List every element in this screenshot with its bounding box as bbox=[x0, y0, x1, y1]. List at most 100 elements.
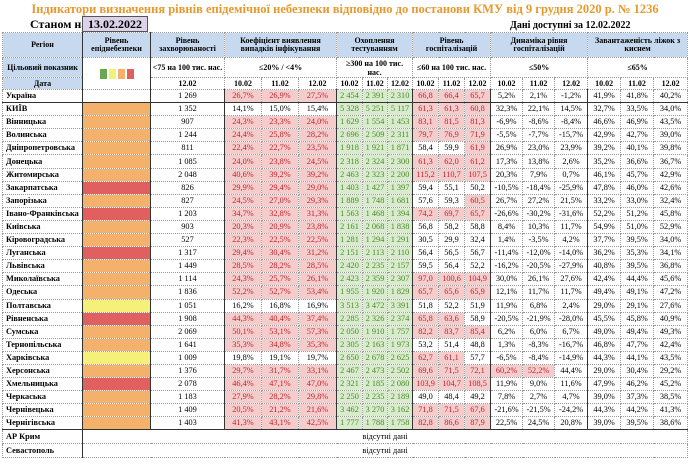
tests-value: 2 678 bbox=[362, 350, 389, 365]
hosp-value: 63,6 bbox=[438, 311, 466, 326]
dyn-value: 2,4% bbox=[554, 298, 589, 313]
tests-value: 1 281 bbox=[336, 233, 364, 248]
date-incidence: 12.02 bbox=[150, 77, 225, 90]
dyn-value: 4,7% bbox=[554, 390, 589, 405]
coef-value: 26,7% bbox=[224, 88, 262, 104]
dyn-value: 2,1% bbox=[522, 88, 556, 104]
oxy-value: 40,8% bbox=[587, 259, 622, 274]
hosp-value: 86,6 bbox=[438, 416, 466, 431]
dyn-value: -6,9% bbox=[490, 115, 524, 130]
tests-value: 1 973 bbox=[387, 337, 414, 352]
dyn-value: -21,9% bbox=[522, 311, 556, 326]
tests-value: 2 467 bbox=[336, 363, 364, 379]
oxy-value: 51,2% bbox=[620, 206, 655, 221]
coef-value: 20,9% bbox=[261, 219, 299, 235]
tests-value: 3 513 bbox=[336, 298, 364, 313]
tests-value: 2 323 bbox=[362, 167, 389, 182]
hosp-value: 82,2 bbox=[412, 324, 440, 339]
tests-value: 2 310 bbox=[387, 88, 414, 104]
incidence-value: 811 bbox=[150, 141, 225, 156]
coef-value: 28,5% bbox=[224, 259, 262, 274]
region-name: Луганська bbox=[2, 246, 83, 261]
region-name: Харківська bbox=[2, 350, 83, 365]
tests-value: 2 300 bbox=[387, 154, 414, 169]
hosp-value: 61,3 bbox=[412, 154, 440, 169]
hosp-value: 107,5 bbox=[464, 167, 492, 182]
level-swatch bbox=[108, 68, 116, 79]
oxy-value: 47,9% bbox=[587, 377, 622, 392]
tests-value: 1 629 bbox=[336, 115, 364, 130]
level-legend bbox=[82, 57, 151, 90]
dyn-value: 5,2% bbox=[490, 88, 524, 104]
dyn-value: -24,2% bbox=[554, 403, 589, 418]
hosp-value: 65,7 bbox=[412, 285, 440, 300]
region-row: Житомирська 2 048 40,6% 39,2% 39,2% 2 463 2 32… bbox=[2, 167, 689, 182]
level-indicator bbox=[82, 219, 151, 235]
date-col: 12.02 bbox=[387, 77, 414, 90]
hosp-value: 103,9 bbox=[412, 377, 440, 392]
tests-value: 1 910 bbox=[362, 324, 389, 339]
region-name: Севастополь bbox=[2, 443, 83, 459]
region-name: Чернігівська bbox=[2, 416, 83, 431]
dyn-value: -16,7% bbox=[554, 337, 589, 352]
hosp-value: 50,2 bbox=[464, 180, 492, 195]
region-row: Одеська 1 836 52,2% 52,7% 53,4% 1 955 1 920 1 8… bbox=[2, 285, 689, 300]
tests-value: 2 068 bbox=[362, 219, 389, 235]
dyn-value: 6,0% bbox=[522, 324, 556, 339]
dyn-value: 20,3% bbox=[490, 167, 524, 182]
hosp-value: 104,7 bbox=[438, 377, 466, 392]
level-indicator bbox=[82, 377, 151, 392]
dyn-value: -7,7% bbox=[522, 128, 556, 143]
oxy-value: 45,5% bbox=[587, 311, 622, 326]
incidence-value: 1 641 bbox=[150, 337, 225, 352]
dyn-value: -11,4% bbox=[490, 246, 524, 261]
coef-value: 50,1% bbox=[224, 324, 262, 339]
incidence-value: 1 009 bbox=[150, 350, 225, 365]
incidence-value: 1 352 bbox=[150, 102, 225, 117]
tests-value: 1 291 bbox=[387, 233, 414, 248]
dyn-value: -3,5% bbox=[522, 233, 556, 248]
oxy-value: 46,2% bbox=[620, 377, 655, 392]
hosp-value: 61,3 bbox=[438, 102, 466, 117]
date-col: 12.02 bbox=[297, 77, 338, 90]
region-name: Львівська bbox=[2, 259, 83, 274]
coef-value: 24,3% bbox=[224, 272, 262, 287]
tests-value: 2 235 bbox=[362, 390, 389, 405]
oxy-value: 39,0% bbox=[653, 128, 689, 143]
hosp-value: 56,8 bbox=[412, 219, 440, 235]
oxy-value: 47,8% bbox=[587, 180, 622, 195]
hosp-value: 29,9 bbox=[438, 233, 466, 248]
incidence-value: 2 048 bbox=[150, 167, 225, 182]
coef-value: 40,6% bbox=[224, 167, 262, 182]
coef-value: 23,8% bbox=[261, 154, 299, 169]
level-indicator bbox=[82, 246, 151, 261]
region-row: Вінницька 907 24,3% 23,3% 24,0% 1 629 1 554 1 4… bbox=[2, 115, 689, 130]
dyn-value: -20,5% bbox=[522, 259, 556, 274]
tests-value: 3 472 bbox=[362, 298, 389, 313]
region-row: Хмельницька 2 078 46,4% 47,1% 47,0% 2 321 2 18… bbox=[2, 377, 689, 392]
tests-value: 1 788 bbox=[362, 416, 389, 431]
tests-value: 2 235 bbox=[362, 259, 389, 274]
target-label: Цільовий показник bbox=[2, 57, 83, 78]
tests-value: 2 502 bbox=[387, 363, 414, 379]
oxy-value: 51,0% bbox=[620, 219, 655, 235]
region-row: Київська 903 20,3% 20,9% 23,8% 2 161 2 068 1 83… bbox=[2, 219, 689, 235]
dyn-value: 27,2% bbox=[522, 193, 556, 208]
hosp-value: 51,4 bbox=[438, 337, 466, 352]
region-name: Донецька bbox=[2, 154, 83, 169]
coef-value: 22,7% bbox=[261, 141, 299, 156]
dyn-value: 24,5% bbox=[522, 416, 556, 431]
level-indicator bbox=[82, 272, 151, 287]
region-row: Миколаївська 1 114 24,3% 25,7% 26,1% 2 423 2 3… bbox=[2, 272, 689, 287]
hosp-value: 76,9 bbox=[438, 128, 466, 143]
incidence-value: 1 908 bbox=[150, 311, 225, 326]
coef-value: 34,7% bbox=[224, 206, 262, 221]
oxy-value: 42,4% bbox=[653, 337, 689, 352]
hosp-value: 61,3 bbox=[412, 102, 440, 117]
dyn-value: -12,0% bbox=[522, 246, 556, 261]
hosp-value: 58,4 bbox=[412, 141, 440, 156]
coef-value: 24,5% bbox=[297, 154, 338, 169]
incidence-value: 826 bbox=[150, 180, 225, 195]
tests-value: 2 454 bbox=[336, 88, 364, 104]
date-col: 12.02 bbox=[464, 77, 492, 90]
